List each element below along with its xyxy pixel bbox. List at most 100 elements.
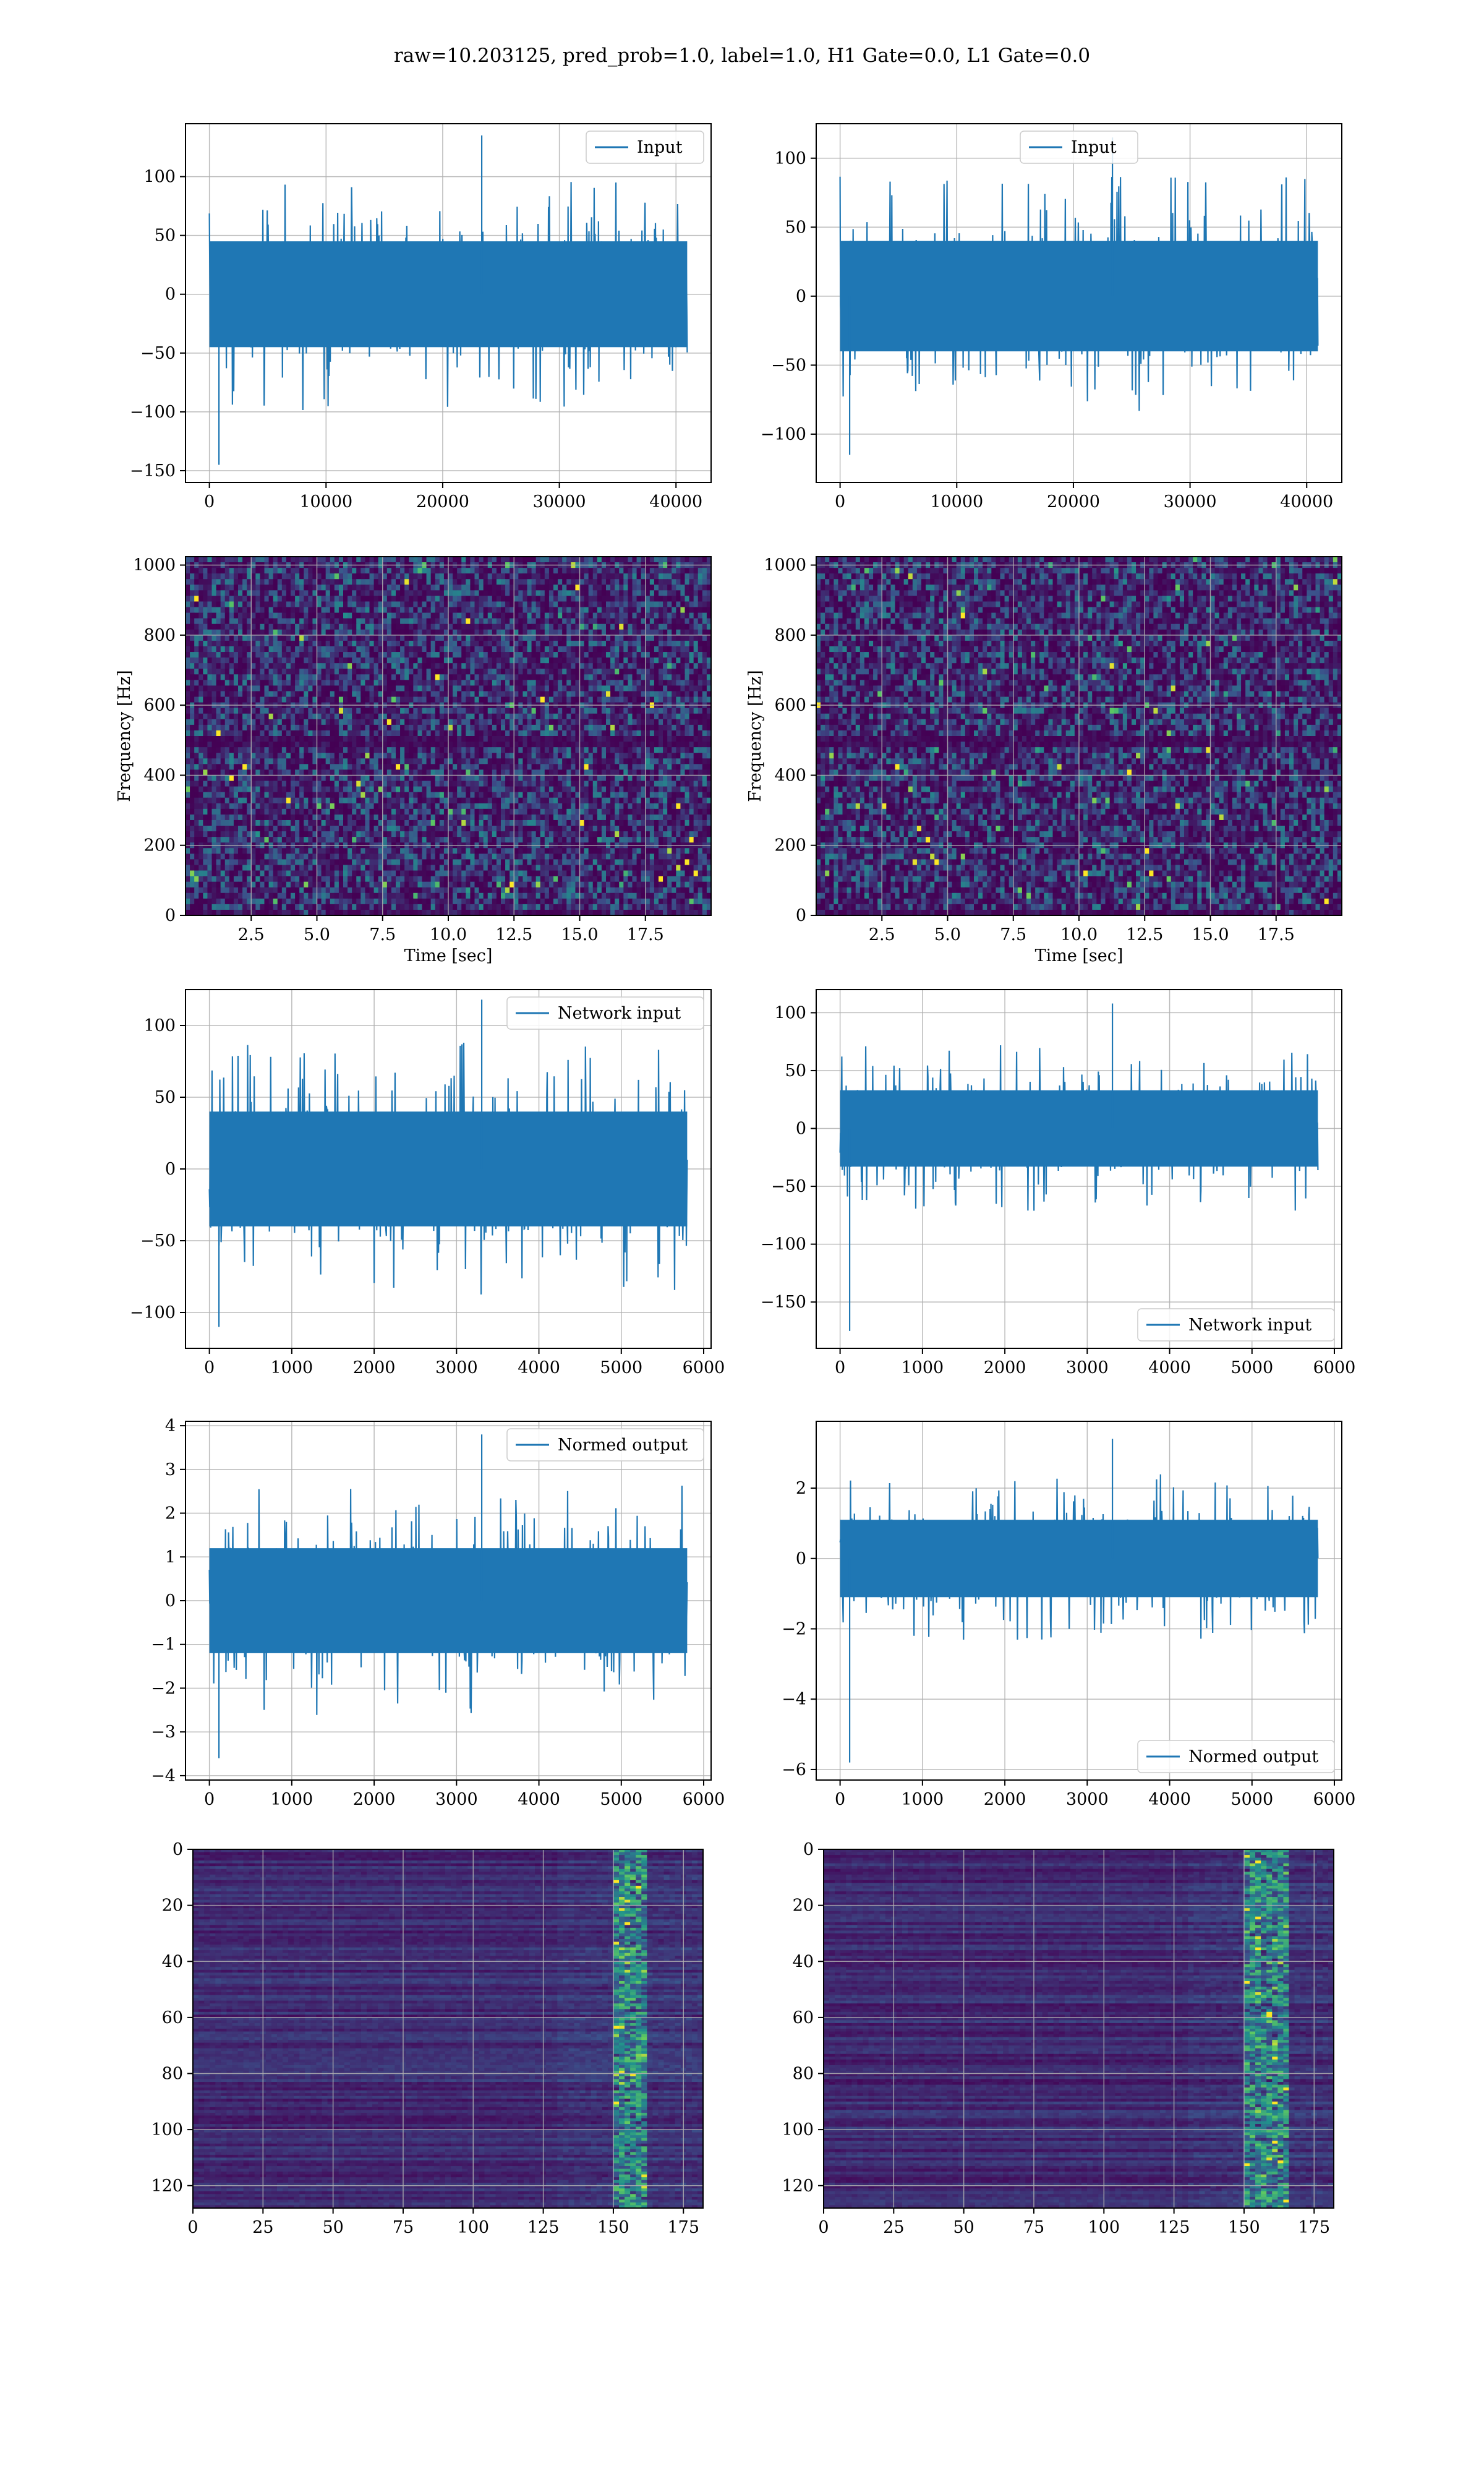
- y-tick-label: 200: [143, 836, 176, 855]
- axes-frame: [816, 989, 1342, 1349]
- y-tick-label: 1: [165, 1547, 176, 1567]
- x-tick-label: 0: [204, 1790, 215, 1809]
- y-tick-label: 100: [143, 1016, 176, 1035]
- x-tick-label: 2000: [353, 1358, 396, 1377]
- x-tick-label: 0: [204, 1358, 215, 1377]
- panel-row2-left: 2.5 5.0 7.5 10.0 12.5 15.0 17.5 0 200 400 600 800 10…: [115, 556, 712, 965]
- x-tick-label: 150: [1228, 2218, 1260, 2237]
- legend: Normed output: [1137, 1740, 1335, 1773]
- x-tick-label: 4000: [1148, 1358, 1191, 1377]
- legend-label: Network input: [1188, 1316, 1311, 1335]
- y-tick-label: 0: [165, 906, 176, 925]
- y-tick-label: 400: [774, 766, 806, 785]
- x-tick-label: 5.0: [304, 925, 330, 944]
- y-tick-label: 0: [796, 906, 806, 925]
- x-tick-label: 1000: [902, 1358, 944, 1377]
- panel-row3-left: 0 1000 2000 3000 4000 5000 6000 −100 −50 0 50 100 Ne…: [130, 989, 725, 1377]
- x-axis-label: Time [sec]: [404, 946, 493, 965]
- x-tick-label: 75: [1023, 2218, 1044, 2237]
- x-tick-label: 17.5: [1258, 925, 1295, 944]
- series-line: [208, 999, 688, 1327]
- legend-label: Input: [1071, 138, 1117, 157]
- x-tick-label: 6000: [1313, 1358, 1356, 1377]
- x-tick-label: 50: [322, 2218, 343, 2237]
- x-tick-label: 40000: [649, 492, 702, 511]
- x-tick-label: 12.5: [495, 925, 532, 944]
- panel-row5-left: 0 25 50 75 100 125 150 175 0 20 40 60 80 100 120: [151, 1840, 704, 2237]
- panel-row4-right: 0 1000 2000 3000 4000 5000 6000 −6 −4 −2 0 2 Normed …: [782, 1421, 1355, 1809]
- x-tick-label: 20000: [416, 492, 469, 511]
- y-tick-label: −100: [761, 1235, 806, 1254]
- x-tick-label: 12.5: [1126, 925, 1163, 944]
- y-tick-label: 800: [143, 626, 176, 645]
- x-tick-label: 20000: [1047, 492, 1100, 511]
- y-tick-label: 50: [155, 226, 176, 246]
- panel-row2-right: 2.5 5.0 7.5 10.0 12.5 15.0 17.5 0 200 400 600 800 10…: [746, 556, 1342, 965]
- y-tick-label: 0: [165, 1591, 176, 1611]
- y-tick-label: 4: [165, 1416, 176, 1436]
- y-tick-label: 1000: [764, 556, 806, 575]
- legend-box: [506, 996, 704, 1030]
- y-tick-label: 50: [155, 1088, 176, 1107]
- legend-label: Network input: [558, 1004, 681, 1023]
- series-line: [839, 1439, 1319, 1763]
- panel-row1-right: 0 10000 20000 30000 40000 −100 −50 0 50 100 Input: [761, 123, 1342, 511]
- figure-title: raw=10.203125, pred_prob=1.0, label=1.0,…: [0, 45, 1484, 67]
- y-tick-label: −50: [771, 1177, 806, 1196]
- x-axis-label: Time [sec]: [1035, 946, 1124, 965]
- x-tick-label: 6000: [683, 1790, 725, 1809]
- x-tick-label: 1000: [271, 1358, 313, 1377]
- axes-frame: [192, 1849, 704, 2209]
- panel-row1-left: 0 10000 20000 30000 40000 −150 −100 −50 0 50 100 In…: [130, 123, 712, 511]
- legend-box: [586, 131, 704, 164]
- x-tick-label: 0: [835, 1790, 845, 1809]
- y-tick-label: 120: [151, 2177, 183, 2196]
- y-tick-label: 600: [143, 696, 176, 715]
- x-tick-label: 125: [527, 2218, 560, 2237]
- x-tick-label: 25: [252, 2218, 273, 2237]
- x-tick-label: 15.0: [561, 925, 598, 944]
- y-tick-label: 2: [796, 1479, 806, 1498]
- y-tick-label: 0: [165, 1160, 176, 1179]
- legend-box: [1137, 1308, 1335, 1342]
- y-tick-label: 100: [774, 1003, 806, 1022]
- x-tick-label: 2.5: [238, 925, 265, 944]
- x-tick-label: 6000: [1313, 1790, 1356, 1809]
- panel-row3-right: 0 1000 2000 3000 4000 5000 6000 −150 −100 −50 0 50 1…: [761, 989, 1356, 1377]
- y-tick-label: 2: [165, 1504, 176, 1523]
- x-tick-label: 2000: [984, 1790, 1026, 1809]
- y-tick-label: 0: [796, 1549, 806, 1569]
- x-tick-label: 10000: [299, 492, 352, 511]
- series-line: [208, 1434, 688, 1758]
- x-tick-label: 3000: [435, 1790, 478, 1809]
- x-tick-label: 4000: [518, 1358, 560, 1377]
- y-tick-label: 100: [782, 2120, 814, 2139]
- y-tick-label: 100: [151, 2120, 183, 2139]
- x-tick-label: 100: [458, 2218, 490, 2237]
- y-tick-label: −100: [130, 1303, 176, 1322]
- y-tick-label: 60: [162, 2008, 183, 2027]
- x-tick-label: 10.0: [1060, 925, 1098, 944]
- y-tick-label: 20: [162, 1896, 183, 1915]
- y-tick-label: −1: [151, 1635, 176, 1654]
- x-tick-label: 15.0: [1192, 925, 1229, 944]
- x-tick-label: 150: [597, 2218, 629, 2237]
- y-tick-label: −50: [771, 356, 806, 375]
- series-core-band: [209, 1548, 688, 1653]
- axes-frame: [816, 1421, 1342, 1781]
- legend: Network input: [1137, 1308, 1335, 1342]
- x-tick-label: 0: [835, 492, 845, 511]
- y-tick-label: 100: [143, 168, 176, 187]
- heatmap-image: [824, 1849, 1334, 2208]
- x-tick-label: 5000: [1230, 1358, 1273, 1377]
- x-tick-label: 7.5: [1000, 925, 1026, 944]
- x-tick-label: 4000: [518, 1790, 560, 1809]
- series-core-band: [840, 1090, 1318, 1167]
- legend: Input: [1020, 131, 1138, 164]
- x-tick-label: 100: [1088, 2218, 1120, 2237]
- panel-row5-right: 0 25 50 75 100 125 150 175 0 20 40 60 80 100 120: [782, 1840, 1334, 2237]
- x-tick-label: 10000: [930, 492, 983, 511]
- x-tick-label: 125: [1158, 2218, 1190, 2237]
- series-core-band: [209, 241, 688, 348]
